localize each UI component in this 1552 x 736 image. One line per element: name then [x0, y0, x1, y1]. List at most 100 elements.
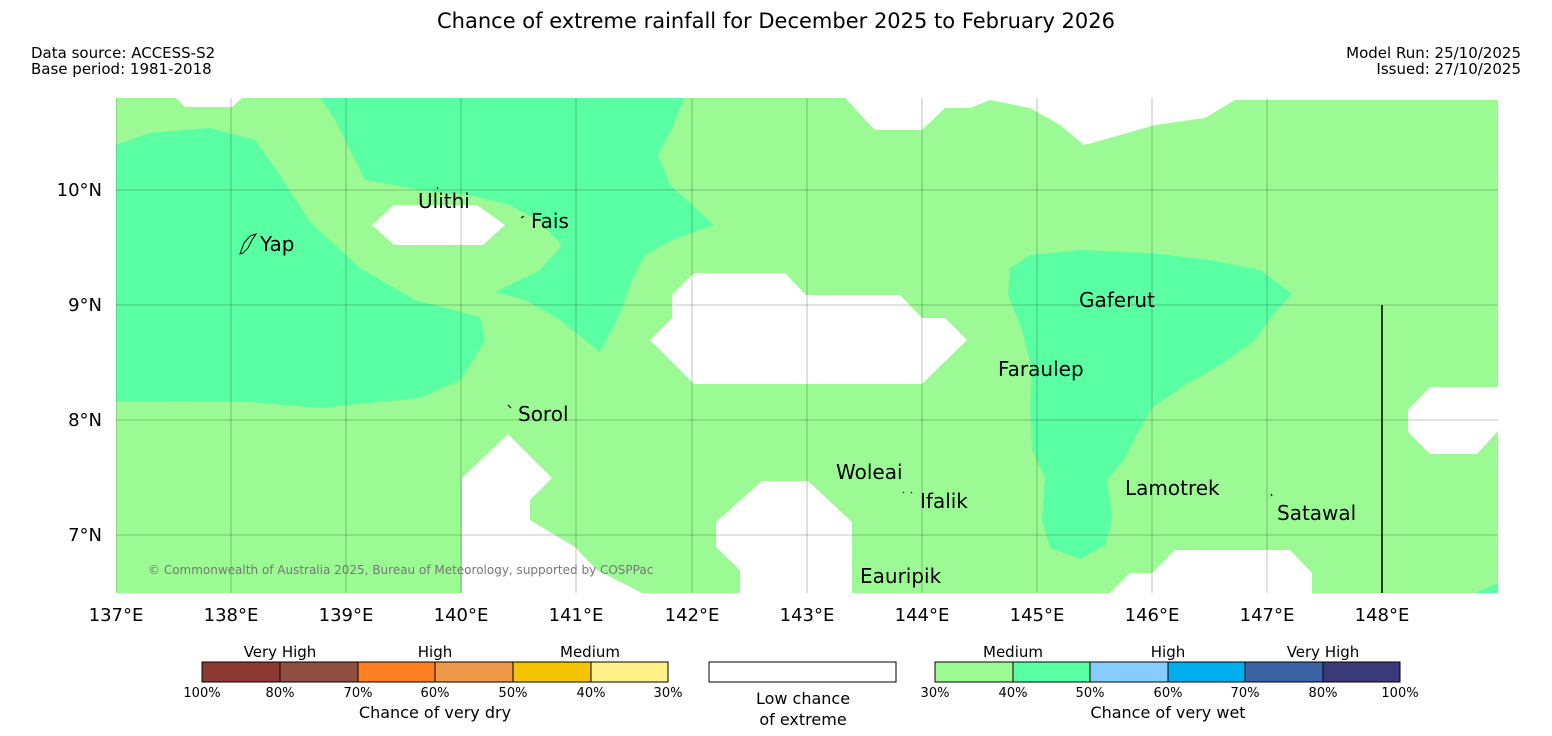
- region-medium-40-50-southeast: [1475, 583, 1498, 593]
- meta-left: Data source: ACCESS-S2 Base period: 1981…: [31, 45, 215, 77]
- place-label-fais: Fais: [531, 209, 569, 233]
- region-low-top-left: [176, 98, 242, 107]
- place-label-gaferut: Gaferut: [1079, 288, 1155, 312]
- legend-dry-group: High: [418, 643, 452, 661]
- legend-dry-tick: 60%: [421, 686, 450, 701]
- legend-dry-group: Very High: [244, 643, 317, 661]
- legend-low-caption-1: Low chance: [756, 689, 850, 708]
- x-tick-label: 139°E: [319, 605, 374, 626]
- legend-dry-swatch: [280, 662, 358, 682]
- region-low-bottom-mid: [716, 481, 852, 593]
- x-tick-label: 137°E: [89, 605, 144, 626]
- legend-wet-caption: Chance of very wet: [1090, 703, 1245, 722]
- legend-wet-swatch: [1323, 662, 1400, 682]
- ulithi-island-mark: [436, 186, 439, 190]
- legend-dry-group: Medium: [560, 643, 620, 661]
- x-tick-label: 145°E: [1010, 605, 1065, 626]
- place-label-sorol: Sorol: [518, 402, 569, 426]
- legend-dry-tick: 100%: [183, 686, 220, 701]
- map-title: Chance of extreme rainfall for December …: [437, 9, 1115, 33]
- legend-dry-swatch: [358, 662, 435, 682]
- copyright-notice: © Commonwealth of Australia 2025, Bureau…: [148, 563, 653, 577]
- legend-low-swatch: [708, 661, 897, 683]
- legend-wet-tick: 70%: [1231, 686, 1260, 701]
- x-tick-label: 143°E: [780, 605, 835, 626]
- region-medium-40-50-west: [116, 128, 485, 408]
- x-tick-label: 142°E: [665, 605, 720, 626]
- x-tick-label: 141°E: [549, 605, 604, 626]
- region-low-bottom-left: [462, 434, 642, 593]
- region-low-right: [1408, 387, 1498, 454]
- x-axis-labels: 137°E 138°E 139°E 140°E 141°E 142°E 143°…: [89, 605, 1410, 626]
- legend-dry-swatch: [202, 662, 280, 682]
- region-low-center: [650, 273, 967, 384]
- legend-dry-tick: 50%: [499, 686, 528, 701]
- place-label-ifalik: Ifalik: [920, 489, 968, 513]
- legend-low-caption-2: of extreme: [759, 710, 846, 729]
- base-period: Base period: 1981-2018: [31, 60, 212, 78]
- y-tick-label: 10°N: [57, 180, 102, 201]
- place-label-ulithi: Ulithi: [418, 189, 470, 213]
- legend-wet-tick: 40%: [999, 686, 1028, 701]
- region-low-ulithi: [372, 205, 505, 245]
- place-label-lamotrek: Lamotrek: [1125, 476, 1220, 500]
- region-low-top-center: [845, 98, 1498, 145]
- legend-dry-swatch: [591, 662, 668, 682]
- place-label-eauripik: Eauripik: [860, 564, 942, 588]
- legend-wet-swatch: [1245, 662, 1323, 682]
- x-tick-label: 144°E: [895, 605, 950, 626]
- satawal-island-mark: [1270, 493, 1273, 497]
- y-tick-label: 8°N: [68, 410, 102, 431]
- legend-dry-tick: 30%: [654, 686, 683, 701]
- legend-low: Low chance of extreme: [708, 661, 897, 729]
- legend-wet: Medium High Very High 30% 40% 50% 60% 70…: [921, 643, 1419, 722]
- place-label-satawal: Satawal: [1277, 501, 1356, 525]
- place-label-yap: Yap: [259, 232, 294, 256]
- x-tick-label: 148°E: [1355, 605, 1410, 626]
- legend-dry-tick: 40%: [577, 686, 606, 701]
- woleai-island-mark: [902, 491, 913, 494]
- legend-dry-tick: 70%: [344, 686, 373, 701]
- legend-wet-swatch: [1013, 662, 1090, 682]
- legend-wet-group: Medium: [983, 643, 1043, 661]
- y-axis-labels: 10°N 9°N 8°N 7°N: [57, 180, 102, 546]
- place-label-faraulep: Faraulep: [998, 357, 1084, 381]
- region-medium-40-50-east: [1008, 250, 1292, 559]
- yap-island-outline: [239, 233, 258, 255]
- place-labels: Yap Ulithi Fais Sorol Gaferut Faraulep W…: [259, 189, 1356, 588]
- fais-island-mark: [520, 215, 525, 219]
- legend-wet-group: Very High: [1287, 643, 1360, 661]
- legend-wet-tick: 30%: [921, 686, 950, 701]
- y-tick-label: 9°N: [68, 295, 102, 316]
- data-source: Data source: ACCESS-S2: [31, 44, 216, 62]
- x-tick-label: 140°E: [434, 605, 489, 626]
- legend-dry-caption: Chance of very dry: [359, 703, 511, 722]
- legend-wet-swatch: [935, 662, 1013, 682]
- model-run: Model Run: 25/10/2025: [1346, 44, 1521, 62]
- x-tick-label: 138°E: [204, 605, 259, 626]
- region-low-bottom-right: [1110, 550, 1312, 593]
- y-tick-label: 7°N: [68, 525, 102, 546]
- sorol-island-mark: [507, 404, 512, 409]
- legend-wet-tick: 60%: [1154, 686, 1183, 701]
- legend-dry-swatch: [513, 662, 591, 682]
- legend-wet-tick: 100%: [1381, 686, 1418, 701]
- gridlines: [116, 98, 1498, 593]
- legend-wet-tick: 50%: [1076, 686, 1105, 701]
- legend-dry-tick: 80%: [266, 686, 295, 701]
- region-medium-40-50-north: [320, 98, 714, 352]
- legend-wet-tick: 80%: [1309, 686, 1338, 701]
- place-label-woleai: Woleai: [836, 460, 903, 484]
- x-tick-label: 146°E: [1125, 605, 1180, 626]
- legend-wet-dividers: [1012, 662, 1324, 682]
- legend-dry-dividers: [279, 662, 592, 682]
- map-area: [116, 98, 1498, 593]
- legend-dry: Very High High Medium 100% 80% 70% 60% 5…: [183, 643, 682, 722]
- legend-dry-swatch: [435, 662, 513, 682]
- meta-right: Model Run: 25/10/2025 Issued: 27/10/2025: [1346, 45, 1521, 77]
- legend-wet-group: High: [1151, 643, 1185, 661]
- issued-date: Issued: 27/10/2025: [1376, 60, 1521, 78]
- legend-wet-swatch: [1090, 662, 1168, 682]
- legend-wet-swatch: [1168, 662, 1245, 682]
